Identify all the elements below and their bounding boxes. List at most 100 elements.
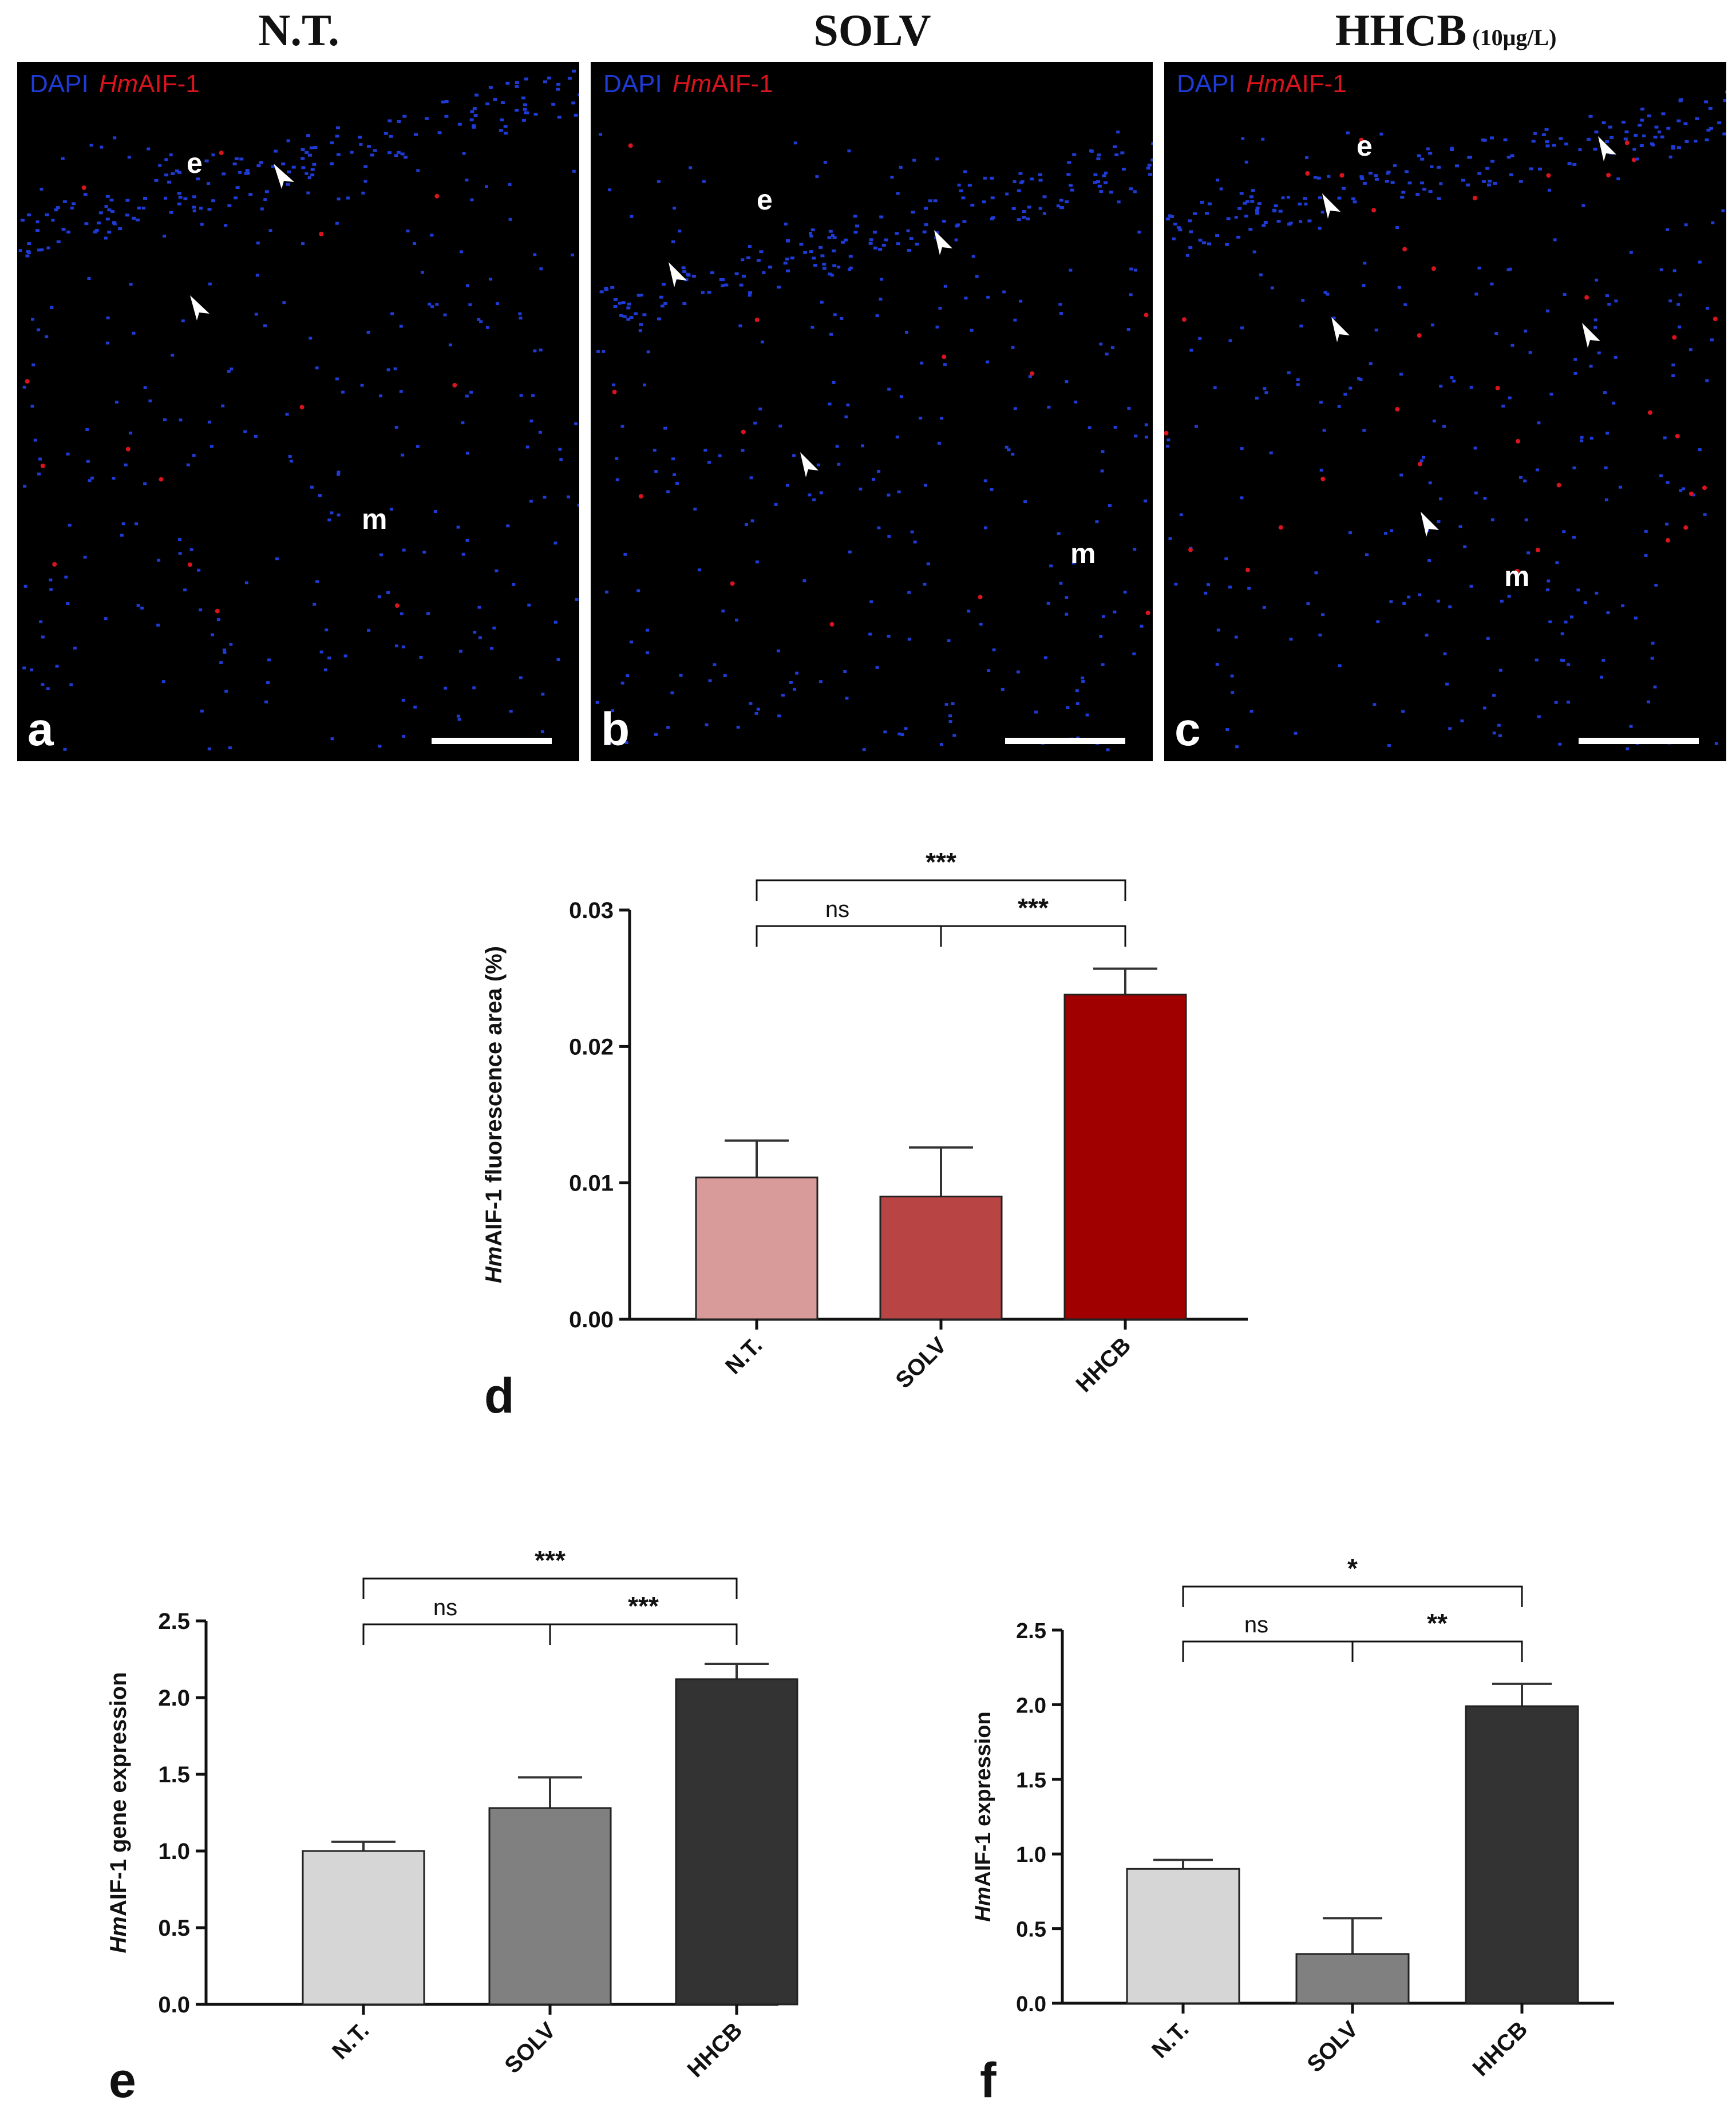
dapi-nucleus xyxy=(386,591,390,594)
dapi-nucleus xyxy=(1017,189,1021,192)
dapi-nucleus xyxy=(629,640,633,644)
dapi-nucleus xyxy=(1172,237,1176,240)
dapi-nucleus xyxy=(634,312,638,315)
dapi-nucleus xyxy=(64,575,68,579)
dapi-nucleus xyxy=(523,103,527,106)
dapi-nucleus xyxy=(1320,211,1324,214)
dapi-nucleus xyxy=(1642,134,1646,137)
dapi-nucleus xyxy=(158,164,162,167)
dapi-nucleus xyxy=(1490,136,1494,140)
dapi-nucleus xyxy=(872,231,877,234)
dapi-nucleus xyxy=(713,663,717,666)
y-tick-label: 0.0 xyxy=(158,1992,190,2018)
dapi-nucleus xyxy=(22,385,26,389)
dapi-nucleus xyxy=(1026,217,1030,220)
dapi-nucleus xyxy=(1399,473,1403,477)
dapi-nucleus xyxy=(754,711,758,715)
y-tick-label: 1.5 xyxy=(1016,1769,1046,1793)
dapi-nucleus xyxy=(639,323,643,326)
dapi-nucleus xyxy=(1213,386,1217,389)
aif-signal xyxy=(81,185,86,190)
dapi-nucleus xyxy=(86,460,90,463)
dapi-nucleus xyxy=(472,107,477,110)
dapi-nucleus xyxy=(1698,260,1702,264)
dapi-nucleus xyxy=(1651,143,1655,147)
dapi-nucleus xyxy=(869,238,873,242)
dapi-nucleus xyxy=(20,219,25,222)
dapi-nucleus xyxy=(1563,293,1567,296)
dapi-nucleus xyxy=(982,200,986,204)
dapi-nucleus xyxy=(248,193,253,196)
dapi-nucleus xyxy=(1385,180,1389,183)
arrowhead-layer xyxy=(190,164,294,321)
aif-signal xyxy=(829,622,835,627)
dapi-nucleus xyxy=(461,421,465,425)
dapi-nucleus xyxy=(793,687,796,691)
dapi-nucleus xyxy=(1207,242,1211,246)
dapi-nucleus xyxy=(1428,190,1433,193)
dapi-nucleus xyxy=(1262,224,1266,227)
dapi-nucleus xyxy=(1393,164,1397,167)
dapi-nucleus xyxy=(538,430,542,434)
dapi-nucleus xyxy=(1698,448,1702,452)
dapi-nucleus xyxy=(1497,723,1501,727)
dapi-nucleus xyxy=(39,620,43,623)
dapi-nucleus xyxy=(819,491,823,495)
dapi-nucleus xyxy=(1547,188,1551,192)
dapi-nucleus xyxy=(421,271,424,274)
dapi-nucleus xyxy=(1639,144,1644,147)
dapi-nucleus xyxy=(1588,114,1593,118)
dapi-nucleus xyxy=(636,294,640,297)
dapi-nucleus xyxy=(881,243,886,247)
dapi-nucleus xyxy=(759,250,764,254)
dapi-nucleus xyxy=(207,208,212,211)
dapi-nucleus xyxy=(470,110,474,113)
dapi-nucleus xyxy=(1066,706,1070,709)
dapi-nucleus xyxy=(1722,132,1726,136)
dapi-nucleus xyxy=(1560,632,1564,635)
dapi-nucleus xyxy=(878,248,883,251)
dapi-nucleus xyxy=(1666,126,1671,130)
y-tick-label: 1.5 xyxy=(158,1762,190,1787)
dapi-nucleus xyxy=(1418,593,1422,596)
dapi-nucleus xyxy=(904,727,908,730)
dapi-nucleus xyxy=(954,238,958,242)
dapi-nucleus xyxy=(1360,177,1365,180)
dapi-nucleus xyxy=(1518,180,1523,183)
dapi-nucleus xyxy=(1368,172,1373,175)
dapi-nucleus xyxy=(919,417,923,420)
dapi-nucleus xyxy=(515,85,519,88)
dapi-nucleus xyxy=(1059,199,1063,202)
dapi-nucleus xyxy=(200,709,204,713)
dapi-nucleus xyxy=(1123,591,1127,594)
dapi-nucleus xyxy=(630,215,634,218)
dapi-nucleus xyxy=(1173,223,1177,226)
dapi-nucleus xyxy=(739,283,744,287)
dapi-nucleus xyxy=(755,560,759,564)
dapi-nucleus xyxy=(192,205,196,209)
aif-signal xyxy=(1395,407,1400,412)
dapi-nucleus xyxy=(837,462,841,466)
dapi-nucleus xyxy=(465,539,469,542)
dapi-nucleus xyxy=(93,230,97,234)
dapi-nucleus xyxy=(543,80,547,84)
dapi-nucleus xyxy=(1272,209,1277,213)
dapi-nucleus xyxy=(512,583,516,586)
dapi-nucleus xyxy=(399,390,403,393)
dapi-nucleus xyxy=(192,454,196,457)
dapi-nucleus xyxy=(962,220,967,223)
aif-signal xyxy=(1371,208,1377,213)
dapi-nucleus xyxy=(895,232,899,235)
dapi-nucleus xyxy=(472,124,476,128)
dapi-nucleus xyxy=(61,228,66,231)
dapi-nucleus xyxy=(541,693,545,696)
dapi-nucleus xyxy=(1148,173,1153,176)
significance-label-left: ns xyxy=(825,897,849,922)
dapi-nucleus xyxy=(239,157,244,161)
dapi-nucleus xyxy=(567,495,570,499)
micrograph-image xyxy=(18,69,579,751)
dapi-nucleus xyxy=(94,228,99,232)
dapi-nucleus xyxy=(1299,325,1303,328)
dapi-nucleus xyxy=(1477,266,1481,270)
dapi-nucleus xyxy=(1452,379,1456,383)
